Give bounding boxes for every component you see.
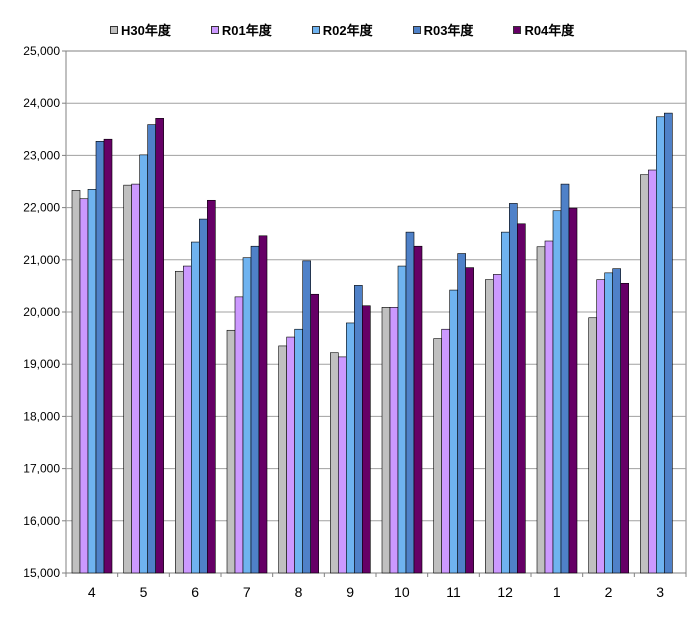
bar-R01年度-1 bbox=[544, 240, 554, 574]
bar-R02年度-6 bbox=[191, 241, 200, 574]
bar-R04年度-12 bbox=[517, 223, 526, 574]
bar-H30年度-9 bbox=[330, 352, 339, 574]
bar-R04年度-8 bbox=[310, 293, 319, 574]
y-tick-label: 25,000 bbox=[23, 44, 60, 58]
legend-swatch bbox=[110, 25, 118, 34]
bar-R04年度-4 bbox=[103, 138, 113, 574]
bar-R03年度-10 bbox=[405, 231, 415, 574]
legend-label: R02年度 bbox=[322, 23, 373, 38]
bar-R03年度-2 bbox=[612, 268, 621, 574]
bar-R02年度-10 bbox=[397, 265, 407, 574]
bar-H30年度-12 bbox=[485, 279, 494, 574]
x-tick-label: 3 bbox=[656, 584, 664, 600]
x-tick-label: 10 bbox=[394, 584, 410, 600]
legend-swatch bbox=[311, 25, 320, 34]
bar-R04年度-2 bbox=[620, 282, 629, 574]
legend-item: R04年度 bbox=[513, 20, 574, 39]
legend-item: H30年度 bbox=[110, 20, 171, 39]
bar-R01年度-5 bbox=[131, 183, 140, 574]
x-tick-label: 11 bbox=[446, 584, 461, 600]
bar-H30年度-5 bbox=[123, 184, 132, 574]
bar-R01年度-11 bbox=[441, 328, 450, 574]
bar-R04年度-11 bbox=[465, 267, 474, 574]
bar-R03年度-5 bbox=[147, 124, 156, 574]
bar-R03年度-11 bbox=[457, 253, 466, 574]
x-tick-label: 1 bbox=[553, 584, 561, 600]
chart-legend: H30年度 R01年度 R02年度 R03年度 R04年度 bbox=[110, 20, 614, 39]
bar-R03年度-6 bbox=[199, 218, 208, 574]
x-tick-label: 12 bbox=[497, 584, 513, 600]
bar-R03年度-12 bbox=[509, 203, 518, 574]
bar-R03年度-7 bbox=[250, 245, 260, 574]
bar-R01年度-12 bbox=[493, 274, 502, 574]
bar-R02年度-5 bbox=[139, 154, 148, 574]
y-tick-label: 15,000 bbox=[23, 566, 60, 580]
y-tick-label: 18,000 bbox=[23, 409, 60, 423]
bar-R01年度-2 bbox=[596, 279, 605, 574]
legend-label: R03年度 bbox=[423, 23, 474, 38]
legend-swatch bbox=[513, 25, 522, 34]
x-tick-label: 5 bbox=[140, 584, 148, 600]
bar-R02年度-1 bbox=[552, 210, 562, 574]
bar-H30年度-6 bbox=[175, 270, 184, 574]
bar-R03年度-4 bbox=[95, 141, 105, 574]
y-tick-label: 17,000 bbox=[23, 462, 60, 476]
bar-R03年度-1 bbox=[560, 183, 570, 574]
bar-R01年度-10 bbox=[389, 307, 399, 574]
bar-H30年度-3 bbox=[640, 174, 649, 574]
bar-R04年度-10 bbox=[413, 245, 423, 574]
x-tick-label: 7 bbox=[243, 584, 251, 600]
bar-H30年度-7 bbox=[226, 329, 236, 574]
y-tick-label: 16,000 bbox=[23, 514, 60, 528]
bar-R02年度-3 bbox=[656, 116, 665, 574]
bar-R03年度-3 bbox=[664, 112, 673, 574]
x-tick-label: 6 bbox=[191, 584, 199, 600]
legend-label: H30年度 bbox=[121, 23, 171, 38]
bar-R04年度-9 bbox=[362, 305, 371, 574]
bar-H30年度-1 bbox=[536, 246, 546, 574]
legend-label: R01年度 bbox=[221, 23, 272, 38]
legend-item: R03年度 bbox=[412, 20, 474, 39]
y-tick-label: 22,000 bbox=[23, 201, 60, 215]
bar-R01年度-7 bbox=[234, 296, 244, 574]
legend-swatch bbox=[412, 25, 421, 34]
legend-swatch bbox=[210, 25, 219, 34]
bar-H30年度-4 bbox=[71, 190, 81, 574]
y-tick-label: 24,000 bbox=[23, 96, 60, 110]
legend-item: R01年度 bbox=[210, 20, 272, 39]
x-tick-label: 9 bbox=[346, 584, 354, 600]
bar-R04年度-6 bbox=[207, 199, 216, 574]
legend-item: R02年度 bbox=[311, 20, 373, 39]
y-tick-label: 21,000 bbox=[23, 253, 60, 267]
bar-R04年度-7 bbox=[258, 235, 268, 574]
bar-R03年度-8 bbox=[302, 260, 311, 574]
bar-R02年度-7 bbox=[242, 257, 252, 574]
bar-R02年度-8 bbox=[294, 328, 303, 574]
bar-R01年度-8 bbox=[286, 336, 295, 574]
x-tick-label: 2 bbox=[605, 584, 613, 600]
y-tick-label: 19,000 bbox=[23, 357, 60, 371]
bar-R02年度-4 bbox=[87, 189, 97, 574]
bar-H30年度-10 bbox=[381, 307, 391, 574]
bar-R02年度-2 bbox=[604, 272, 613, 574]
y-tick-label: 23,000 bbox=[23, 148, 60, 162]
bar-H30年度-8 bbox=[278, 345, 287, 574]
legend-label: R04年度 bbox=[524, 23, 575, 38]
bar-H30年度-2 bbox=[588, 317, 597, 574]
bar-R04年度-1 bbox=[568, 207, 578, 574]
bar-R01年度-6 bbox=[183, 265, 192, 574]
x-tick-label: 4 bbox=[88, 584, 96, 600]
bar-R02年度-9 bbox=[346, 322, 355, 574]
bar-R01年度-4 bbox=[79, 198, 89, 574]
bar-R02年度-11 bbox=[449, 289, 458, 574]
bar-R03年度-9 bbox=[354, 285, 363, 574]
y-tick-label: 20,000 bbox=[23, 305, 60, 319]
bar-R04年度-5 bbox=[155, 118, 164, 574]
bar-R01年度-9 bbox=[338, 356, 347, 574]
bar-R01年度-3 bbox=[648, 169, 657, 574]
x-tick-label: 8 bbox=[295, 584, 303, 600]
bar-H30年度-11 bbox=[433, 338, 442, 574]
bar-R02年度-12 bbox=[501, 231, 510, 574]
